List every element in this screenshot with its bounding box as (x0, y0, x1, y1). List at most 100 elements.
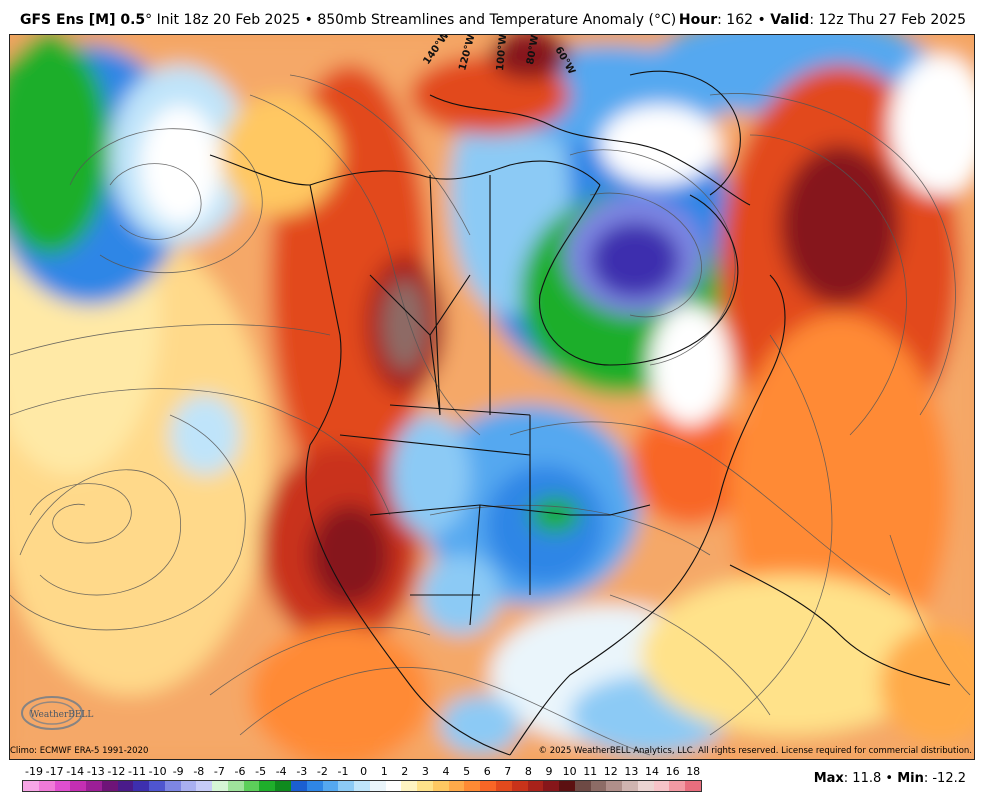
lon-label-100w: 100°W (495, 35, 509, 71)
legend-tick-label: 10 (562, 765, 577, 778)
legend-swatch (432, 781, 449, 791)
legend-tick-label: 2 (401, 765, 409, 778)
lon-label-80w: 80°W (525, 35, 541, 66)
legend-swatch (101, 781, 118, 791)
legend-swatch (574, 781, 591, 791)
legend-tick-label: -12 (107, 765, 126, 778)
legend-swatch (180, 781, 197, 791)
legend-tick-label: -4 (275, 765, 287, 778)
hour-label: Hour (678, 12, 718, 28)
legend-swatch (275, 781, 292, 791)
legend-swatch (196, 781, 213, 791)
anomaly-map: 140°W 120°W 100°W 80°W 60°W WeatherBELL (10, 35, 974, 759)
legend-swatch (70, 781, 87, 791)
legend-tick-label: 7 (504, 765, 512, 778)
legend-tick-label: 12 (603, 765, 618, 778)
legend-tick-label: -17 (45, 765, 64, 778)
legend-tick-label: 13 (624, 765, 639, 778)
logo-text: WeatherBELL (30, 710, 93, 720)
min-label: Min (897, 771, 924, 786)
weatherbell-logo: WeatherBELL (21, 696, 93, 730)
init-text: Init 18z 20 Feb 2025 • 850mb Streamlines… (152, 12, 677, 28)
header: GFS Ens [M] 0.5° Init 18z 20 Feb 2025 • … (0, 0, 984, 34)
legend-tick-label: 6 (483, 765, 491, 778)
legend-swatch (86, 781, 102, 791)
max-min-readout: Max: 11.8 • Min: -12.2 (814, 771, 966, 786)
legend-tick-label: -19 (25, 765, 43, 778)
legend-tick-label: -7 (213, 765, 225, 778)
legend-tick-label: 3 (421, 765, 429, 778)
legend-swatch (401, 781, 418, 791)
legend-swatch (448, 781, 465, 791)
legend-color-bar (22, 780, 702, 792)
legend-swatch (464, 781, 481, 791)
legend-swatch (23, 781, 39, 791)
forecast-hour-valid: Hour: 162 • Valid: 12z Thu 27 Feb 2025 (679, 12, 966, 28)
legend-swatch (306, 781, 323, 791)
legend-swatch (417, 781, 433, 791)
legend-swatch (259, 781, 276, 791)
legend-swatch (543, 781, 560, 791)
legend-tick-label: 8 (524, 765, 532, 778)
legend-tick-label: 4 (442, 765, 450, 778)
legend-tick-label: 9 (545, 765, 553, 778)
map-panel[interactable]: 140°W 120°W 100°W 80°W 60°W WeatherBELL (9, 34, 975, 760)
legend-swatch (322, 781, 339, 791)
coastlines-borders (209, 70, 951, 756)
legend-swatch (164, 781, 181, 791)
legend-swatch (511, 781, 528, 791)
legend-swatch (385, 781, 402, 791)
legend-swatch (117, 781, 134, 791)
legend-swatch (133, 781, 150, 791)
legend-tick-label: -8 (193, 765, 205, 778)
legend-swatch (338, 781, 355, 791)
max-value: : 11.8 • (843, 771, 898, 786)
legend-tick-label: -13 (86, 765, 105, 778)
map-title: GFS Ens [M] 0.5° Init 18z 20 Feb 2025 • … (20, 12, 676, 28)
legend-tick-label: 14 (645, 765, 659, 778)
legend-tick-label: 1 (380, 765, 388, 778)
streamlines (10, 74, 971, 756)
legend-tick-label: -1 (337, 765, 349, 778)
legend-swatch (38, 781, 55, 791)
legend-tick-label: 5 (463, 765, 471, 778)
legend-swatch (212, 781, 228, 791)
legend-tick-label: 0 (360, 765, 368, 778)
legend-swatch (637, 781, 654, 791)
legend-swatch (590, 781, 607, 791)
legend-swatch (653, 781, 670, 791)
legend-swatch (495, 781, 512, 791)
legend-tick-label: -11 (128, 765, 146, 778)
legend-tick-label: -5 (255, 765, 267, 778)
climo-note: Climo: ECMWF ERA-5 1991-2020 (10, 746, 149, 756)
degree-symbol: ° (145, 12, 153, 28)
legend-swatch (227, 781, 244, 791)
legend-swatch (685, 781, 701, 791)
legend-tick-label: -6 (234, 765, 246, 778)
temperature-anomaly-field (10, 35, 974, 759)
copyright-note: © 2025 WeatherBELL Analytics, LLC. All r… (538, 746, 972, 756)
valid-value: : 12z Thu 27 Feb 2025 (809, 12, 966, 28)
legend-swatch (622, 781, 638, 791)
legend-tick-label: -10 (148, 765, 167, 778)
legend-swatch (243, 781, 260, 791)
legend-labels: -19 -17 -14 -13 -12 -11 -10 -9 -8 -7 -6 -5 -4 -3 -2 -1 0… (22, 765, 702, 779)
legend-tick-label: 16 (665, 765, 680, 778)
legend-tick-label: 18 (686, 765, 701, 778)
legend-tick-label: -9 (172, 765, 184, 778)
legend-swatch (291, 781, 307, 791)
legend-swatch (369, 781, 386, 791)
legend-tick-label: -3 (296, 765, 308, 778)
min-value: : -12.2 (923, 771, 966, 786)
valid-label: Valid (770, 12, 810, 28)
legend-swatch (606, 781, 623, 791)
legend-swatch (54, 781, 71, 791)
legend-swatch (559, 781, 575, 791)
legend-swatch (669, 781, 686, 791)
legend-tick-label: 11 (583, 765, 598, 778)
max-label: Max (813, 771, 844, 786)
legend-tick-label: -2 (316, 765, 328, 778)
legend-tick-label: -14 (66, 765, 85, 778)
legend-swatch (480, 781, 496, 791)
hour-value: : 162 • (717, 12, 771, 28)
